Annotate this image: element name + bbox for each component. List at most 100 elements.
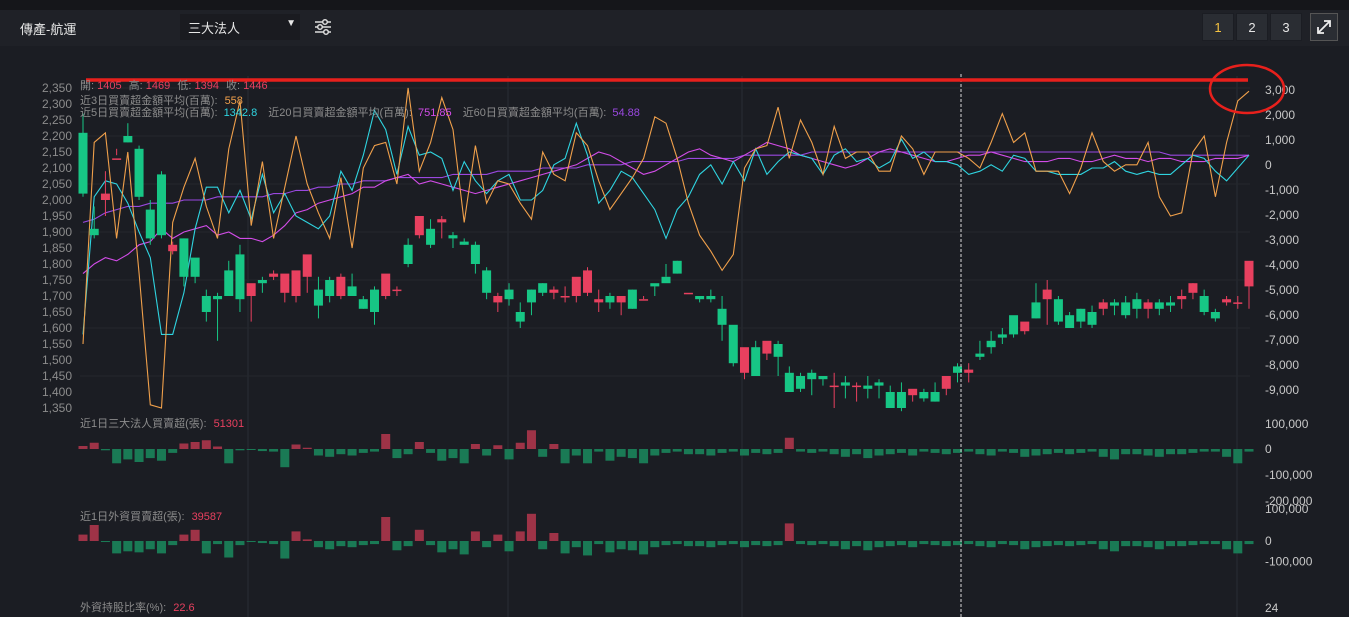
left-axis-tick: 1,650: [42, 305, 72, 319]
institutional-bar: [583, 449, 593, 464]
candle-body: [986, 340, 996, 348]
foreign-bar: [302, 539, 312, 541]
sliders-icon[interactable]: [312, 16, 334, 38]
institutional-axis-tick: 100,000: [1265, 417, 1309, 431]
foreign-bar: [1210, 541, 1220, 545]
foreign-bar: [672, 541, 682, 545]
holding-axis-tick: 24: [1265, 601, 1279, 615]
foreign-bar: [89, 525, 99, 541]
institutional-bar: [930, 449, 940, 453]
candle-body: [145, 209, 155, 239]
foreign-bar: [941, 541, 951, 547]
candle-body: [1009, 315, 1019, 335]
foreign-bar: [358, 541, 368, 546]
indicator-select[interactable]: 三大法人 ▼: [180, 14, 300, 40]
institutional-bar: [336, 449, 346, 455]
left-axis-tick: 1,900: [42, 225, 72, 239]
chevron-down-icon: ▼: [286, 18, 296, 29]
foreign-bar: [571, 541, 581, 548]
foreign-bar: [78, 534, 88, 541]
institutional-bar: [1244, 449, 1254, 452]
foreign-bar: [594, 541, 604, 545]
high-label: 高: [129, 78, 140, 92]
page-button-3[interactable]: 3: [1270, 13, 1302, 41]
institutional-bar: [639, 449, 649, 464]
institutional-bar: [123, 449, 133, 460]
foreign-bar: [257, 541, 267, 544]
institutional-bar: [1065, 449, 1075, 455]
candle-body: [1076, 308, 1086, 322]
expand-arrows-icon[interactable]: [1310, 13, 1338, 41]
candle-body: [437, 219, 447, 223]
institutional-bar: [739, 449, 749, 456]
institutional-bar: [89, 442, 99, 449]
candle-body: [1109, 302, 1119, 306]
foreign-bar: [773, 541, 783, 546]
left-axis-tick: 1,550: [42, 337, 72, 351]
page-button-1[interactable]: 1: [1202, 13, 1234, 41]
candle-body: [1121, 302, 1131, 316]
right-axis-tick: -5,000: [1265, 283, 1299, 297]
foreign-bar: [650, 541, 660, 548]
foreign-bar: [538, 541, 548, 550]
foreign-bar: [1065, 541, 1075, 547]
candle-body: [885, 392, 895, 408]
foreign-panel-label: 近1日外資買賣超(張): 39587: [80, 509, 222, 523]
institutional-bar: [1031, 449, 1041, 456]
candle-body: [964, 369, 974, 373]
page-button-2[interactable]: 2: [1236, 13, 1268, 41]
candle-body: [739, 347, 749, 373]
close-value: 1446: [243, 80, 267, 92]
right-axis-tick: -2,000: [1265, 208, 1299, 222]
institutional-bar: [975, 449, 985, 455]
institutional-bar: [426, 449, 436, 453]
candle-body: [1210, 312, 1220, 319]
right-axis-tick: -9,000: [1265, 383, 1299, 397]
institutional-bar: [1199, 449, 1209, 452]
foreign-axis-tick: 0: [1265, 534, 1272, 548]
candle-body: [1087, 312, 1097, 325]
candle-body: [650, 283, 660, 287]
moving-average-lines: [82, 87, 1250, 409]
foreign-bar: [818, 541, 828, 545]
candle-body: [179, 238, 189, 277]
institutional-bar: [885, 449, 895, 455]
candle-body: [526, 289, 536, 303]
candle-body: [246, 283, 256, 296]
institutional-panel-label: 近1日三大法人買賣超(張): 51301: [80, 416, 244, 430]
candle-body: [1098, 302, 1108, 309]
right-axis-tick: -7,000: [1265, 333, 1299, 347]
candle-body: [829, 385, 839, 388]
institutional-bar: [908, 449, 918, 456]
institutional-bar: [874, 449, 884, 456]
foreign-bar: [829, 541, 839, 547]
foreign-bar: [347, 541, 357, 548]
foreign-bar: [874, 541, 884, 548]
institutional-bar: [1210, 449, 1220, 452]
institutional-bar: [728, 449, 738, 452]
candle-body: [426, 228, 436, 245]
foreign-bar: [179, 534, 189, 541]
candle-body: [201, 296, 211, 312]
institutional-bar: [627, 449, 637, 459]
right-axis-tick: 0: [1265, 158, 1272, 172]
candle-body: [639, 299, 649, 301]
foreign-axis-tick: 100,000: [1265, 502, 1309, 516]
foreign-bar: [896, 541, 906, 546]
foreign-bar: [235, 541, 245, 546]
candle-body: [504, 289, 514, 300]
foreign-bar: [1222, 541, 1232, 550]
left-axis-tick: 1,700: [42, 289, 72, 303]
highlight-circle: [1208, 63, 1286, 115]
foreign-bar: [213, 541, 223, 545]
right-axis-tick: -8,000: [1265, 358, 1299, 372]
foreign-bar: [1166, 541, 1176, 547]
institutional-bar: [257, 449, 267, 452]
low-value: 1394: [194, 80, 218, 92]
left-axis-tick: 1,950: [42, 209, 72, 223]
institutional-bar: [751, 449, 761, 453]
institutional-bar: [829, 449, 839, 455]
foreign-bar: [426, 541, 436, 546]
institutional-bar: [784, 437, 794, 449]
institutional-bar: [549, 444, 559, 449]
